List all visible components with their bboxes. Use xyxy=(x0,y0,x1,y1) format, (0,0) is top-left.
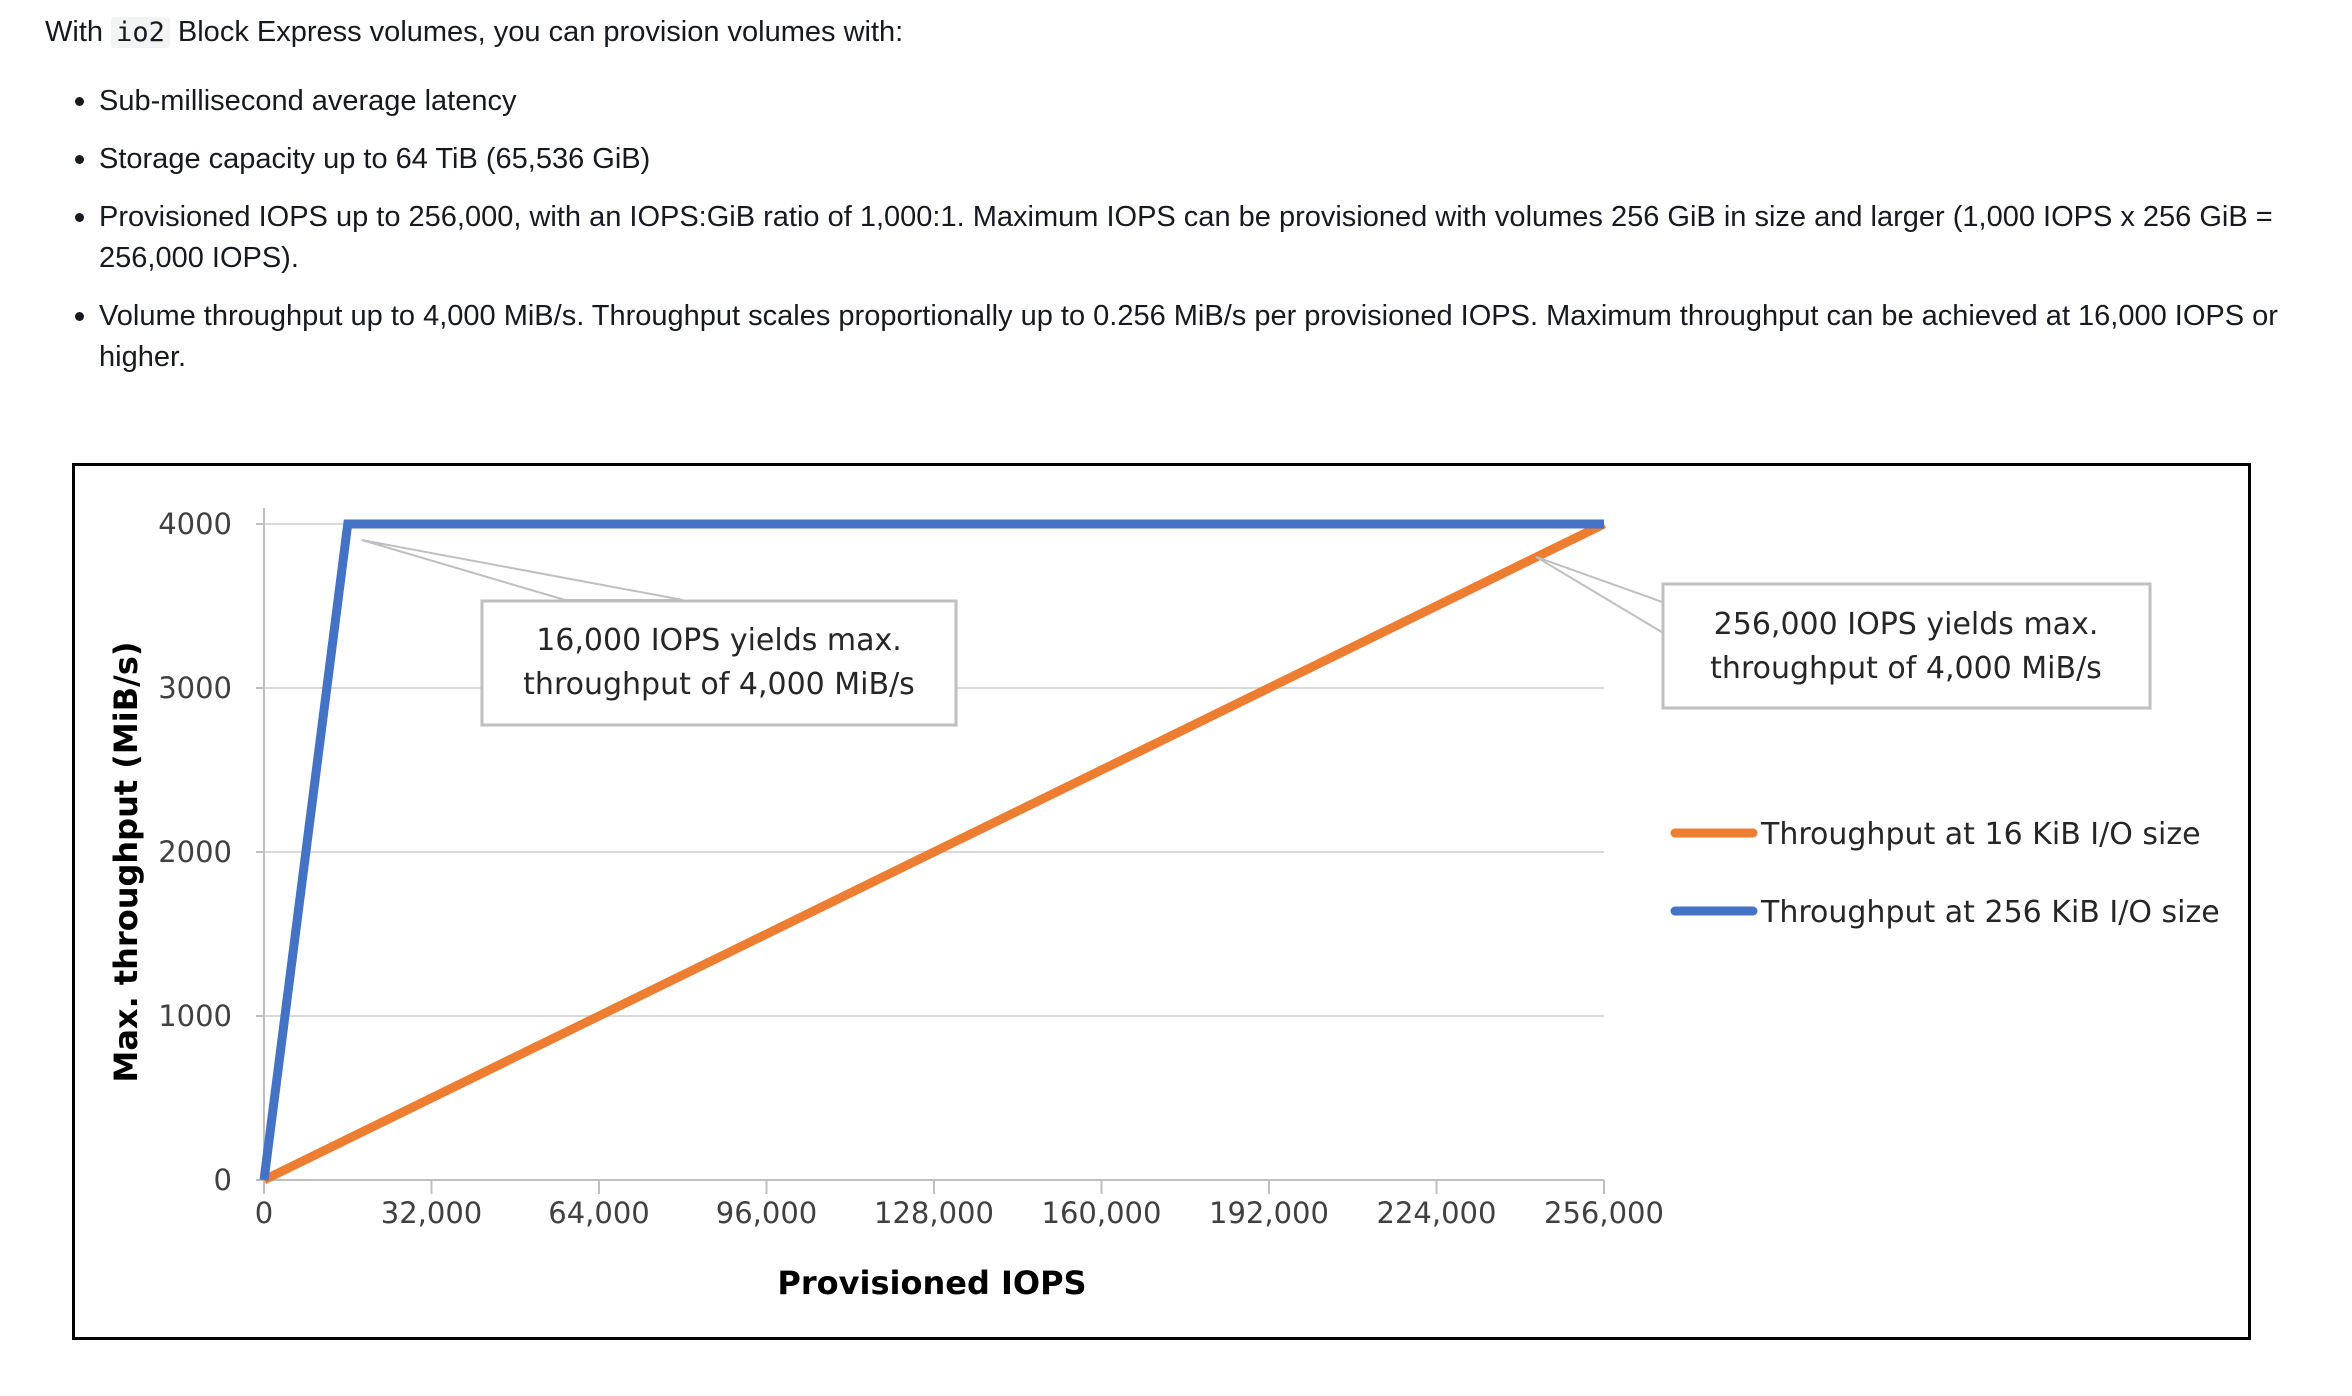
x-tick-label: 160,000 xyxy=(1042,1196,1162,1230)
intro-code: io2 xyxy=(111,17,170,48)
callout-text: throughput of 4,000 MiB/s xyxy=(523,667,915,702)
y-tick-label: 1000 xyxy=(158,999,232,1033)
callout-text: 256,000 IOPS yields max. xyxy=(1714,607,2099,642)
callout-box xyxy=(1661,582,2152,710)
legend-label: Throughput at 16 KiB I/O size xyxy=(1760,817,2201,852)
series-line-256kib xyxy=(259,519,1604,1181)
x-tick-label: 192,000 xyxy=(1209,1196,1329,1230)
list-item: Storage capacity up to 64 TiB (65,536 Gi… xyxy=(99,138,2279,180)
x-tick-label: 64,000 xyxy=(548,1196,649,1230)
x-tick-label: 96,000 xyxy=(716,1196,817,1230)
callout-box xyxy=(480,599,958,727)
intro-text: With io2 Block Express volumes, you can … xyxy=(45,10,903,55)
x-tick-label: 128,000 xyxy=(874,1196,994,1230)
list-item: Provisioned IOPS up to 256,000, with an … xyxy=(99,196,2279,279)
x-tick-label: 0 xyxy=(255,1196,273,1230)
feature-list: Sub-millisecond average latency Storage … xyxy=(0,80,2279,394)
legend-label: Throughput at 256 KiB I/O size xyxy=(1760,895,2220,930)
chart-svg: 0 1000 2000 3000 4000 0 32,000 64,000 96,000 128,… xyxy=(107,507,2220,1302)
callout-text: throughput of 4,000 MiB/s xyxy=(1710,651,2102,686)
x-axis-title: Provisioned IOPS xyxy=(777,1264,1086,1302)
y-tick-label: 4000 xyxy=(158,507,232,541)
y-axis-title: Max. throughput (MiB/s) xyxy=(107,642,145,1083)
x-tick-label: 256,000 xyxy=(1544,1196,1664,1230)
intro-suffix: Block Express volumes, you can provision… xyxy=(169,16,904,48)
series-line-16kib xyxy=(262,519,1606,1185)
callout-pointer xyxy=(1535,555,1666,636)
y-tick-label: 0 xyxy=(214,1163,232,1197)
callout-pointer xyxy=(361,539,684,601)
intro-prefix: With xyxy=(45,16,112,48)
callout-text: 16,000 IOPS yields max. xyxy=(536,623,902,658)
list-item: Sub-millisecond average latency xyxy=(99,80,2279,122)
y-tick-label: 2000 xyxy=(158,835,232,869)
x-tick-label: 224,000 xyxy=(1377,1196,1497,1230)
throughput-chart: 0 1000 2000 3000 4000 0 32,000 64,000 96,000 128,… xyxy=(72,463,2251,1340)
y-tick-label: 3000 xyxy=(158,671,232,705)
list-item: Volume throughput up to 4,000 MiB/s. Thr… xyxy=(99,295,2279,378)
x-tick-label: 32,000 xyxy=(381,1196,482,1230)
